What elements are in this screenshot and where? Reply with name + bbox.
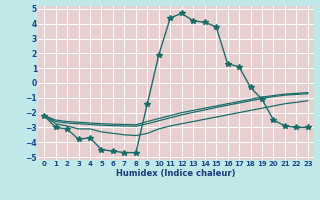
- X-axis label: Humidex (Indice chaleur): Humidex (Indice chaleur): [116, 169, 236, 178]
